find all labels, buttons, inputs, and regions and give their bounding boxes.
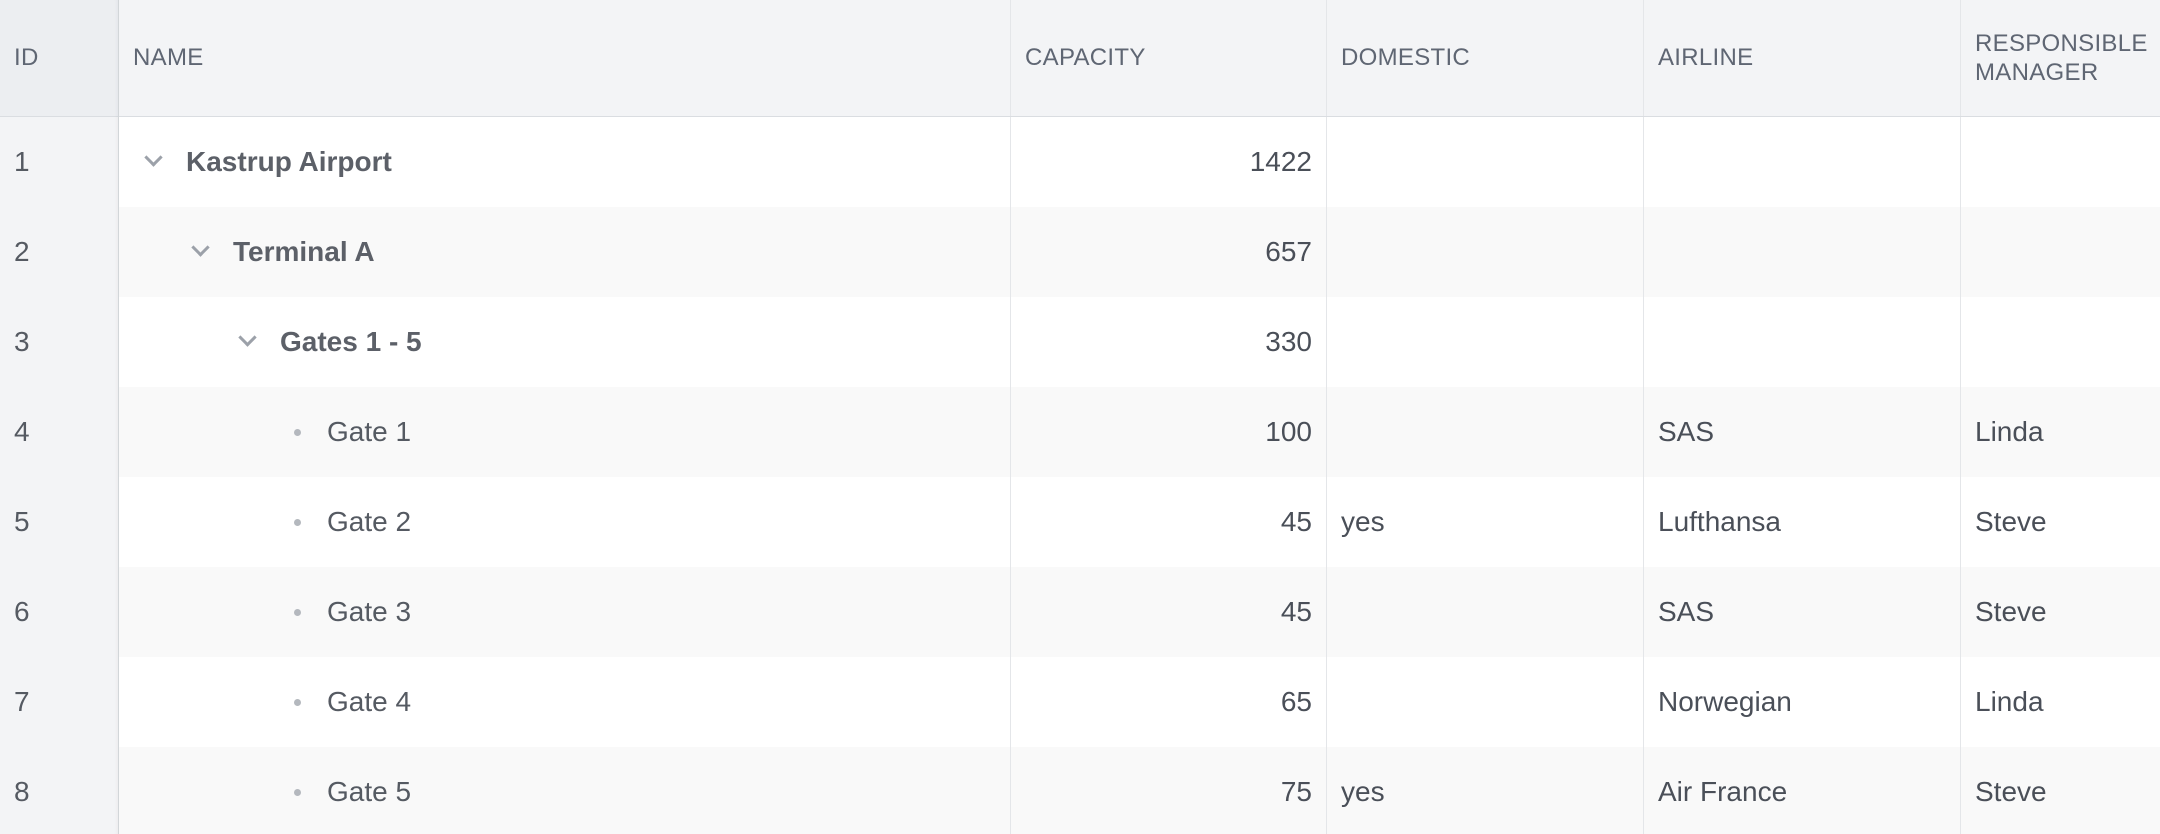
chevron-down-icon[interactable] (142, 150, 166, 174)
node-label: Kastrup Airport (186, 146, 392, 177)
cell-id: 7 (0, 657, 119, 747)
table-row[interactable]: 6 Gate 3 45 SAS Steve (0, 567, 2160, 657)
cell-domestic (1327, 117, 1644, 207)
cell-airline: Air France (1644, 747, 1961, 834)
cell-airline: SAS (1644, 567, 1961, 657)
node-label: Gate 4 (327, 686, 412, 717)
node-label: Terminal A (233, 236, 375, 267)
tree-node: Kastrup Airport (142, 117, 392, 207)
cell-responsible-manager (1961, 117, 2160, 207)
cell-domestic (1327, 297, 1644, 387)
cell-id: 1 (0, 117, 119, 207)
table-row[interactable]: 8 Gate 5 75 yes Air France Steve (0, 747, 2160, 834)
cell-responsible-manager (1961, 207, 2160, 297)
cell-id: 2 (0, 207, 119, 297)
cell-capacity: 45 (1011, 477, 1327, 567)
cell-name: Gate 4 (119, 657, 1011, 747)
cell-name: Gates 1 - 5 (119, 297, 1011, 387)
bullet-icon (283, 780, 307, 804)
cell-domestic (1327, 567, 1644, 657)
chevron-down-icon[interactable] (236, 330, 260, 354)
table-row[interactable]: 5 Gate 2 45 yes Lufthansa Steve (0, 477, 2160, 567)
cell-domestic (1327, 387, 1644, 477)
cell-id: 4 (0, 387, 119, 477)
bullet-icon (283, 420, 307, 444)
cell-domestic: yes (1327, 747, 1644, 834)
cell-name: Gate 2 (119, 477, 1011, 567)
table-row[interactable]: 2 Terminal A 657 (0, 207, 2160, 297)
node-label: Gate 2 (327, 506, 412, 537)
column-header-capacity[interactable]: CAPACITY (1011, 0, 1327, 116)
table-row[interactable]: 1 Kastrup Airport 1422 (0, 117, 2160, 207)
header-row: ID NAME CAPACITY DOMESTIC AIRLINE RESPON… (0, 0, 2160, 117)
cell-responsible-manager (1961, 297, 2160, 387)
cell-airline (1644, 297, 1961, 387)
table-row[interactable]: 7 Gate 4 65 Norwegian Linda (0, 657, 2160, 747)
cell-capacity: 1422 (1011, 117, 1327, 207)
cell-domestic (1327, 657, 1644, 747)
node-label: Gates 1 - 5 (280, 326, 422, 357)
cell-capacity: 45 (1011, 567, 1327, 657)
tree-node: Gate 1 (283, 387, 411, 477)
cell-domestic (1327, 207, 1644, 297)
cell-capacity: 75 (1011, 747, 1327, 834)
node-label: Gate 5 (327, 776, 412, 807)
cell-responsible-manager: Steve (1975, 596, 2047, 627)
column-header-domestic[interactable]: DOMESTIC (1327, 0, 1644, 116)
cell-capacity: 100 (1011, 387, 1327, 477)
tree-node: Gates 1 - 5 (236, 297, 422, 387)
column-header-airline[interactable]: AIRLINE (1644, 0, 1961, 116)
cell-name: Kastrup Airport (119, 117, 1011, 207)
cell-id: 5 (0, 477, 119, 567)
tree-node: Gate 2 (283, 477, 411, 567)
tree-node: Gate 5 (283, 747, 411, 834)
bullet-icon (283, 510, 307, 534)
cell-capacity: 65 (1011, 657, 1327, 747)
tree-node: Gate 3 (283, 567, 411, 657)
cell-domestic: yes (1327, 477, 1644, 567)
cell-responsible-manager: Linda (1975, 686, 2044, 717)
tree-node: Terminal A (189, 207, 375, 297)
column-header-name[interactable]: NAME (119, 0, 1011, 116)
cell-airline: Norwegian (1644, 657, 1961, 747)
bullet-icon (283, 690, 307, 714)
cell-airline: Lufthansa (1644, 477, 1961, 567)
tree-node: Gate 4 (283, 657, 411, 747)
cell-name: Terminal A (119, 207, 1011, 297)
node-label: Gate 3 (327, 596, 412, 627)
cell-name: Gate 1 (119, 387, 1011, 477)
cell-id: 6 (0, 567, 119, 657)
chevron-down-icon[interactable] (189, 240, 213, 264)
cell-airline (1644, 207, 1961, 297)
column-header-id[interactable]: ID (0, 0, 119, 116)
cell-name: Gate 3 (119, 567, 1011, 657)
node-label: Gate 1 (327, 416, 412, 447)
table-row[interactable]: 3 Gates 1 - 5 330 (0, 297, 2160, 387)
cell-name: Gate 5 (119, 747, 1011, 834)
column-header-responsible-manager[interactable]: RESPONSIBLE MANAGER (1975, 30, 2148, 86)
cell-airline: SAS (1644, 387, 1961, 477)
bullet-icon (283, 600, 307, 624)
cell-capacity: 330 (1011, 297, 1327, 387)
table-row[interactable]: 4 Gate 1 100 SAS Linda (0, 387, 2160, 477)
cell-responsible-manager: Linda (1975, 416, 2044, 447)
cell-airline (1644, 117, 1961, 207)
cell-responsible-manager: Steve (1975, 776, 2047, 807)
cell-id: 3 (0, 297, 119, 387)
cell-capacity: 657 (1011, 207, 1327, 297)
cell-id: 8 (0, 747, 119, 834)
cell-responsible-manager: Steve (1975, 506, 2047, 537)
